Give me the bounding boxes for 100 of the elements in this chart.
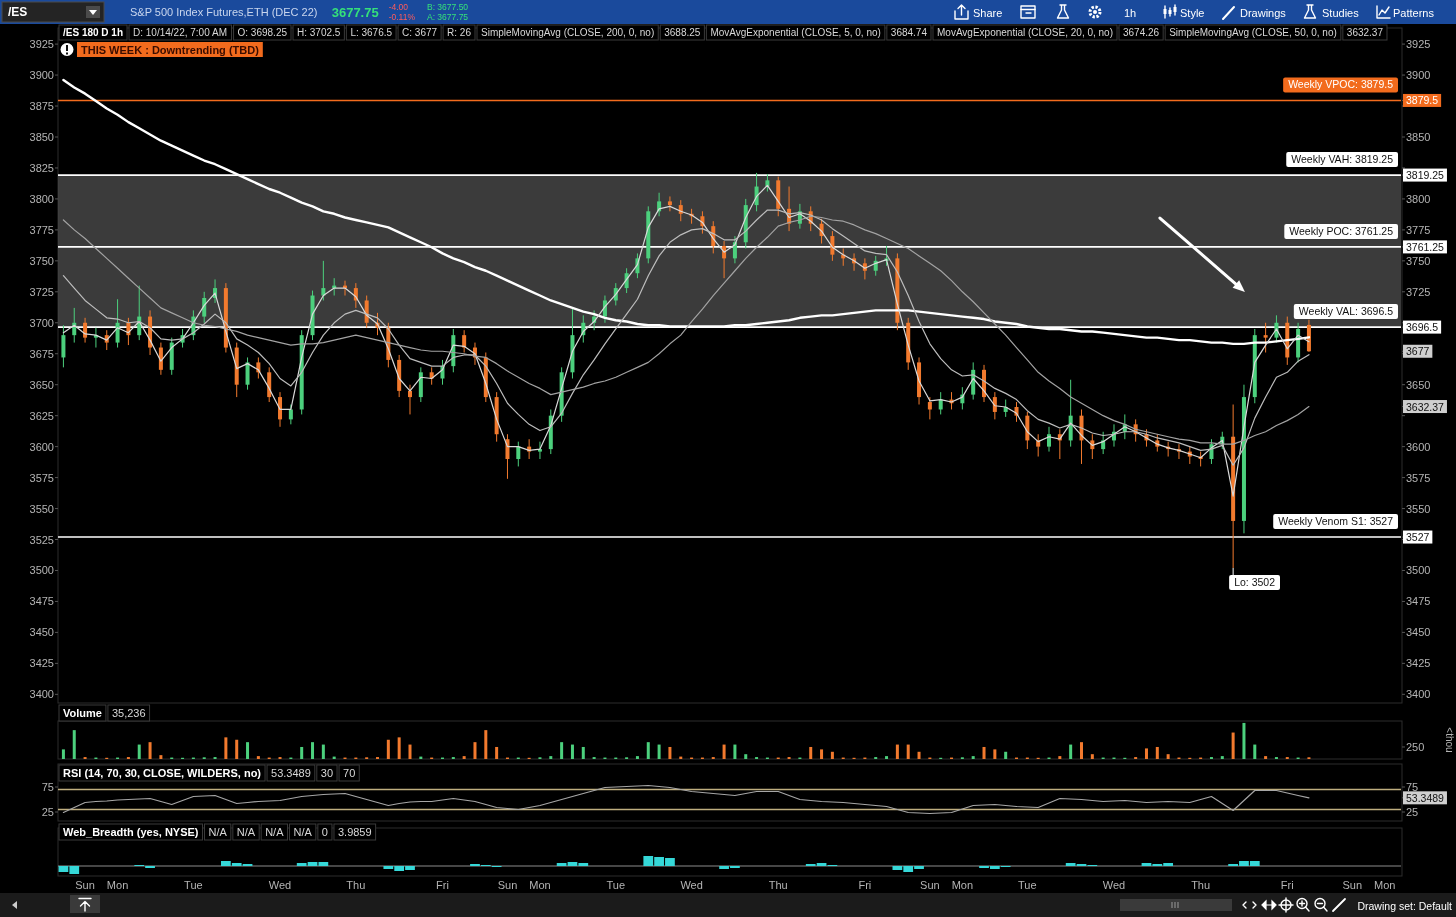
annotation: R: 26 (447, 27, 472, 38)
bar (473, 742, 477, 759)
y2-tick-label: 3400 (1406, 688, 1431, 701)
bar (1069, 744, 1073, 759)
bar (235, 739, 239, 759)
x-tick-label: Tue (1018, 879, 1037, 891)
candlestick (667, 195, 672, 212)
x-tick-label: Tue (606, 879, 626, 891)
y2-tick-label: 3632.37 (1406, 400, 1445, 413)
candlestick (408, 384, 412, 415)
candlestick (462, 329, 467, 353)
text: Drawing set: Default (1357, 900, 1453, 912)
candlestick (364, 295, 369, 329)
text: 0 (321, 826, 328, 838)
x-tick-label: Thu (346, 879, 366, 891)
annotation: O: 3698.25 (237, 27, 288, 38)
x-tick-label: Mon (1374, 879, 1396, 891)
bar (971, 756, 975, 759)
y2-tick-label: 3775 (1406, 223, 1431, 236)
candlestick (61, 324, 66, 368)
text: N/A (236, 826, 256, 838)
y-tick-label: 3550 (29, 502, 54, 515)
text: THIS WEEK : Downtrending (TBD) (81, 43, 260, 56)
bar (137, 744, 141, 759)
bar (246, 742, 250, 759)
bar (1220, 756, 1224, 759)
text: N/A (208, 826, 228, 838)
annotation: MovAvgExponential (CLOSE, 20, 0, no) (936, 27, 1114, 38)
bar (1166, 754, 1170, 759)
x-tick-label: Wed (1102, 879, 1126, 891)
candlestick (288, 404, 293, 425)
bar (1253, 744, 1257, 759)
x-tick-label: Mon (529, 879, 551, 891)
bar (159, 755, 163, 759)
bar (148, 742, 152, 759)
y2-tick-label: 3750 (1406, 254, 1431, 267)
x-tick-label: Thu (768, 879, 788, 891)
bar (982, 746, 986, 759)
chart-title: RSI (14, 70, 30, CLOSE, WILDERS, no) (63, 767, 262, 779)
ref-line-label: Weekly VPOC: 3879.5 (1288, 78, 1394, 91)
y2-tick-label: 75 (1406, 781, 1419, 793)
y-tick-label: 3775 (29, 223, 54, 236)
chart-title: Web_Breadth (yes, NYSE) (63, 826, 199, 838)
y2-tick-label: 3650 (1406, 378, 1431, 391)
y-tick-label: 3575 (29, 471, 54, 484)
candlestick (830, 230, 835, 262)
y-tick-label: 25 (41, 806, 54, 818)
y2-tick-label: 3725 (1406, 285, 1431, 298)
y-tick-label: 3600 (29, 440, 54, 453)
candlestick (1263, 322, 1268, 353)
x-tick-label: Mon (106, 879, 129, 891)
x-tick-label: Fri (1280, 879, 1294, 891)
y-tick-label: 3400 (29, 688, 54, 701)
bar (1004, 751, 1008, 759)
bar (668, 746, 672, 759)
x-tick-label: Tue (184, 879, 203, 891)
y2-tick-label: 3475 (1406, 595, 1431, 608)
annotation: L: 3676.5 (350, 27, 393, 38)
bar (917, 751, 921, 759)
candlestick (516, 441, 521, 467)
text: -0.11% (388, 12, 416, 22)
bar (581, 746, 585, 759)
y-tick-label: 3425 (29, 657, 54, 670)
bar (61, 749, 65, 759)
candlestick (927, 396, 932, 420)
bar (72, 730, 76, 759)
x-tick-label: Sun (75, 879, 95, 891)
ref-line-label: Weekly VAL: 3696.5 (1298, 305, 1394, 318)
text: Style (1180, 7, 1205, 19)
bar (462, 756, 466, 759)
text: Patterns (1393, 7, 1435, 19)
y-tick-label: 3875 (29, 100, 54, 113)
bar (1231, 732, 1235, 759)
text: Lo: 3502 (1234, 576, 1275, 588)
bar (830, 751, 834, 759)
bar (560, 742, 564, 759)
text: N/A (265, 826, 285, 838)
bar (556, 863, 567, 866)
line-series (62, 784, 1310, 815)
bar (1090, 754, 1094, 759)
y-tick-label: 3475 (29, 595, 54, 608)
x-tick-label: Fri (858, 879, 872, 891)
candlestick (278, 391, 283, 428)
bar (657, 744, 661, 759)
candlestick (732, 235, 737, 264)
bar (386, 739, 390, 759)
bar (549, 756, 553, 759)
y2-tick-label: 3879.5 (1406, 94, 1439, 107)
y2-tick-label: 3819.25 (1406, 169, 1445, 182)
bar (744, 754, 748, 759)
ref-line-label: Weekly VAH: 3819.25 (1291, 153, 1394, 166)
bar (1264, 756, 1268, 759)
y-tick-label: 3450 (29, 626, 54, 639)
annotation: H: 3702.5 (297, 27, 341, 38)
y-tick-label: 3925 (29, 38, 54, 51)
ref-line-label: Weekly Venom S1: 3527 (1278, 515, 1394, 528)
text: A: 3677.75 (426, 12, 469, 22)
x-tick-label: Sun (497, 879, 518, 891)
bar (495, 746, 499, 759)
x-tick-label: Sun (920, 879, 940, 891)
